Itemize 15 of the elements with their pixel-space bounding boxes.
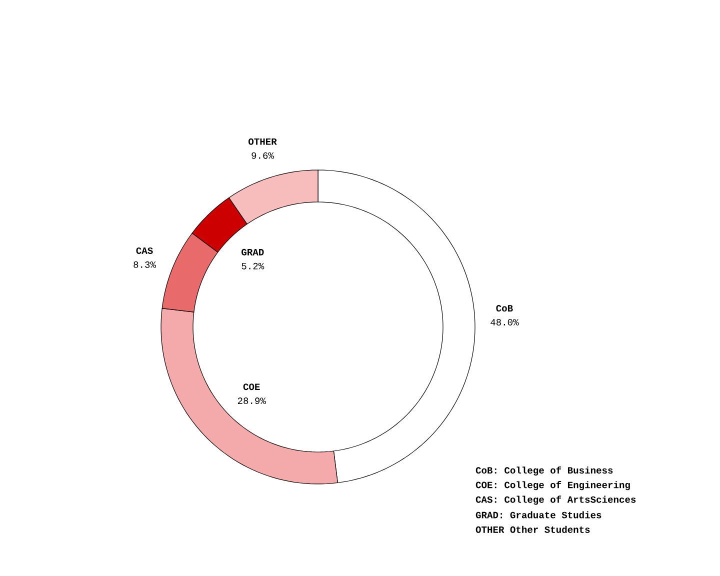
text: COE: College of Engineering [476, 481, 630, 490]
text: CoB: College of Business [476, 466, 613, 476]
data-label: 28.9% [238, 398, 266, 404]
text: CAS: College of ArtsSciences [476, 496, 636, 505]
data-label: 48.0% [490, 319, 519, 326]
slice-label: CAS [136, 247, 153, 254]
data-label: 9.6% [252, 152, 274, 159]
slice-label: OTHER [248, 138, 277, 145]
slice-label: COE [243, 384, 260, 390]
text: OTHER Other Students [476, 526, 590, 533]
data-label: 5.2% [242, 262, 264, 270]
slice-label: GRAD [242, 248, 264, 256]
text: GRAD: Graduate Studies [476, 511, 602, 518]
data-label: 8.3% [134, 261, 156, 268]
slice-label: CoB [496, 305, 513, 312]
